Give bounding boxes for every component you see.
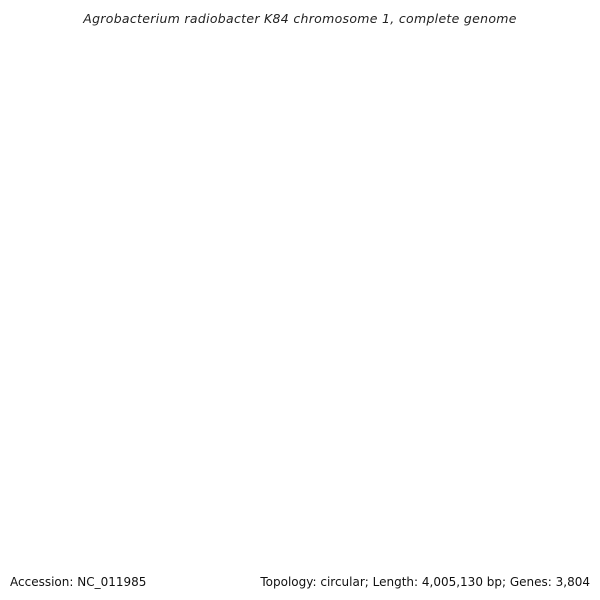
accession-label: Accession: NC_011985	[10, 575, 147, 589]
genome-summary: Topology: circular; Length: 4,005,130 bp…	[260, 575, 590, 589]
map-title: Agrobacterium radiobacter K84 chromosome…	[82, 11, 517, 26]
